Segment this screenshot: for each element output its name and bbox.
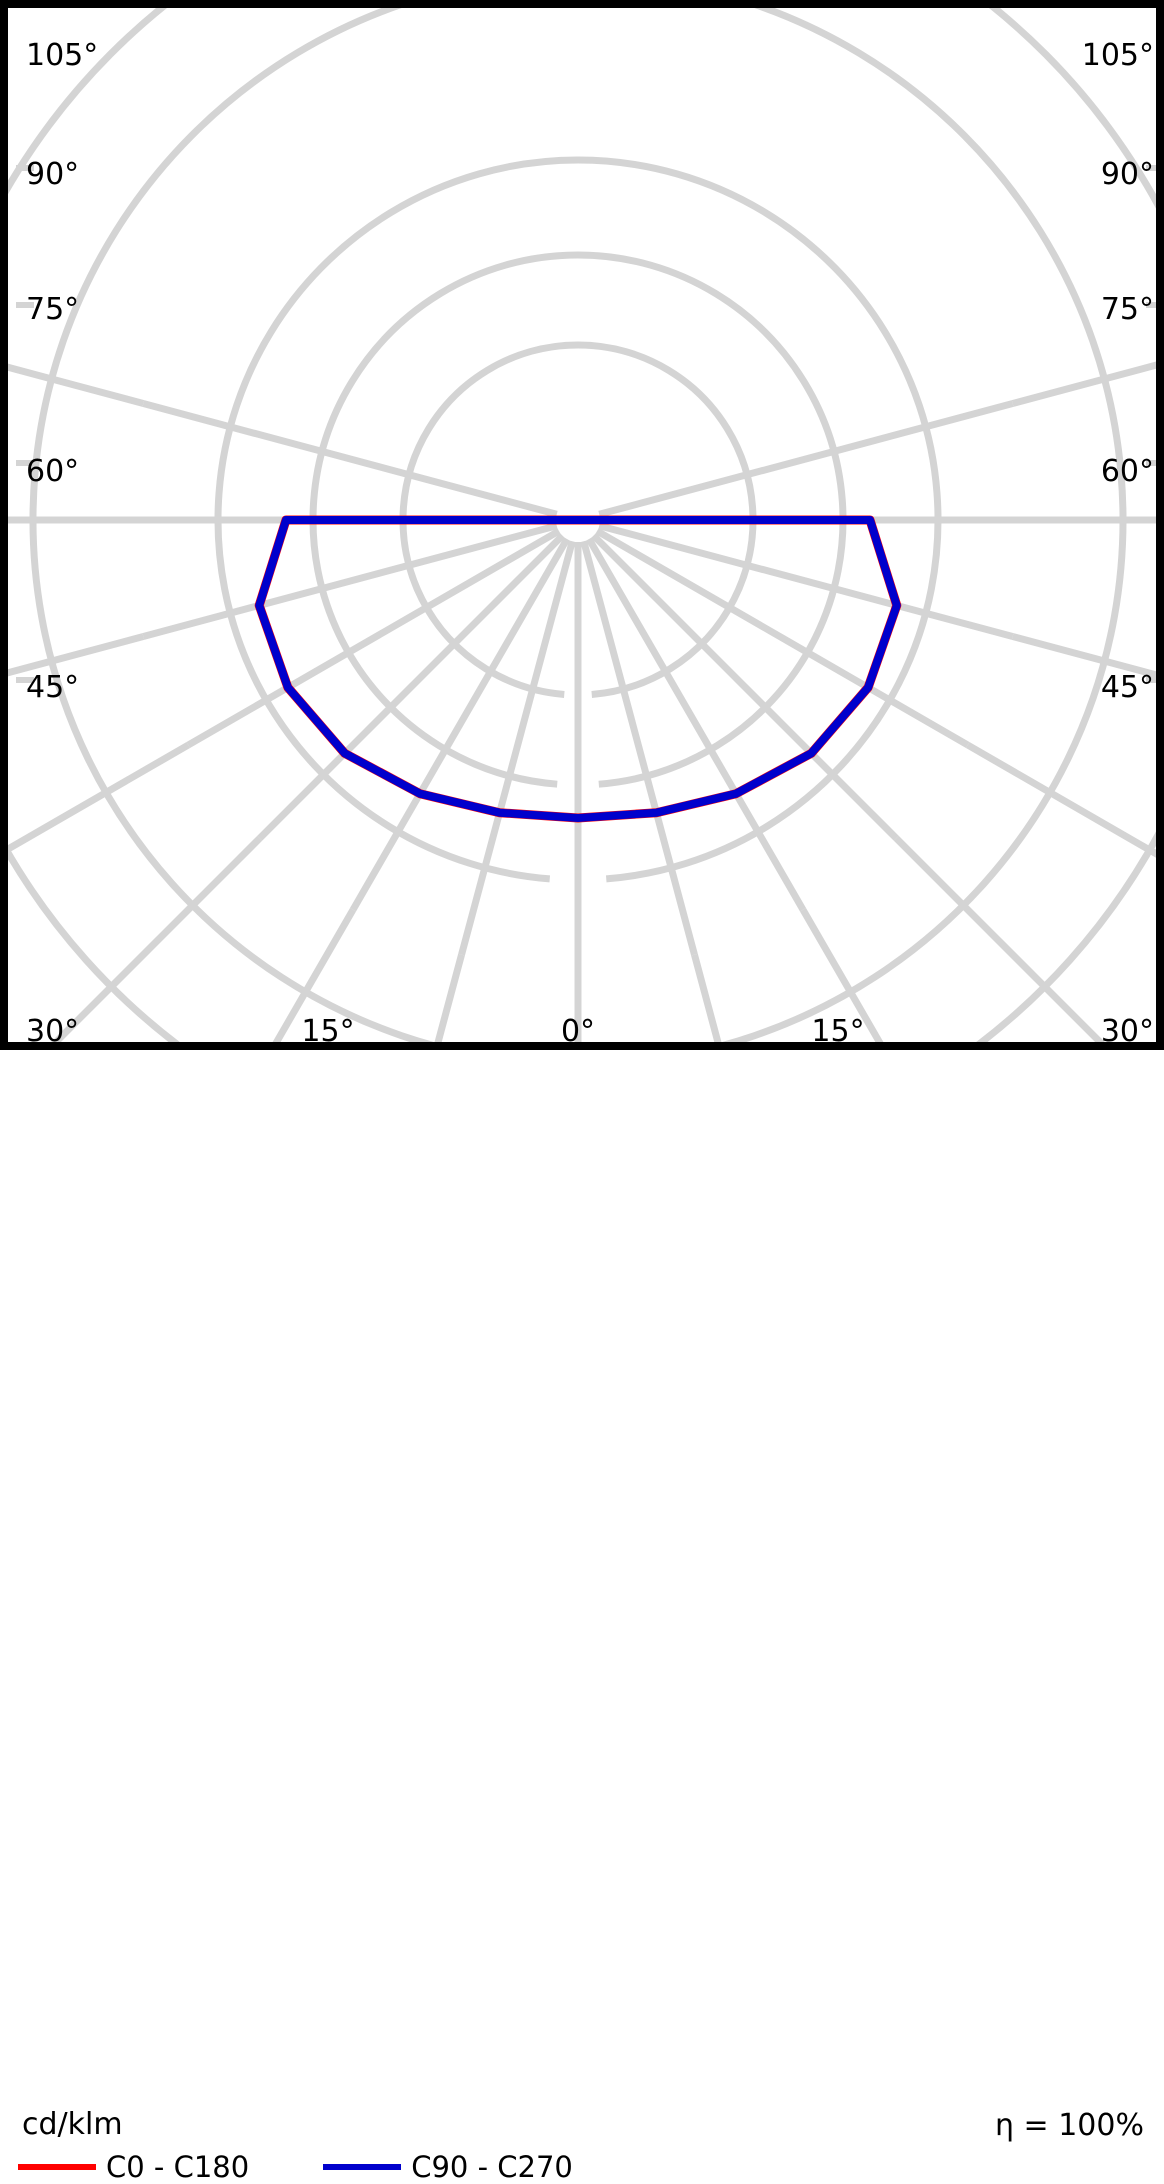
legend-color-swatch <box>323 2164 402 2170</box>
axis-label-left: 60° <box>26 454 79 489</box>
axis-label-right: 90° <box>1101 157 1154 192</box>
axis-label-left: 45° <box>26 670 79 705</box>
axis-label-right: 30° <box>1101 1014 1154 1049</box>
axis-label-right: 60° <box>1101 454 1154 489</box>
plot-frame: 105° 90° 75° 60° 45° 30° 105° 90° 75° 60° 45° 30° 15… <box>0 0 1164 1050</box>
legend-label: C0 - C180 <box>106 2149 250 2184</box>
legend-color-swatch <box>18 2164 96 2170</box>
axis-label-left: 30° <box>26 1014 79 1049</box>
efficiency-label: η = 100% <box>995 2108 1144 2143</box>
polar-plot-svg: 105° 90° 75° 60° 45° 30° 105° 90° 75° 60° 45° 30° 15… <box>8 8 1156 1049</box>
legend-item: C0 - C180 <box>18 2150 249 2184</box>
unit-label: cd/klm <box>22 2107 123 2142</box>
axis-label-right: 75° <box>1101 292 1154 327</box>
axis-label-bottom: 15° <box>811 1014 864 1049</box>
axis-label-left: 105° <box>26 38 98 73</box>
legend-area: cd/klm η = 100% C0 - C180 C90 - C270 <box>0 1050 1164 2181</box>
polar-curves <box>254 515 902 823</box>
legend: C0 - C180 C90 - C270 <box>18 2150 573 2184</box>
polar-grid <box>8 8 1156 1042</box>
legend-label: C90 - C270 <box>411 2149 573 2184</box>
axis-label-left: 75° <box>26 292 79 327</box>
axis-label-bottom: 15° <box>301 1014 354 1049</box>
curve-c90-c270 <box>255 516 901 822</box>
axis-labels: 105° 90° 75° 60° 45° 30° 105° 90° 75° 60° 45° 30° 15… <box>26 38 1154 1049</box>
legend-item: C90 - C270 <box>323 2150 573 2184</box>
axis-label-left: 90° <box>26 157 79 192</box>
axis-label-right: 45° <box>1101 670 1154 705</box>
axis-label-right: 105° <box>1082 38 1154 73</box>
axis-label-bottom: 0° <box>561 1014 595 1049</box>
